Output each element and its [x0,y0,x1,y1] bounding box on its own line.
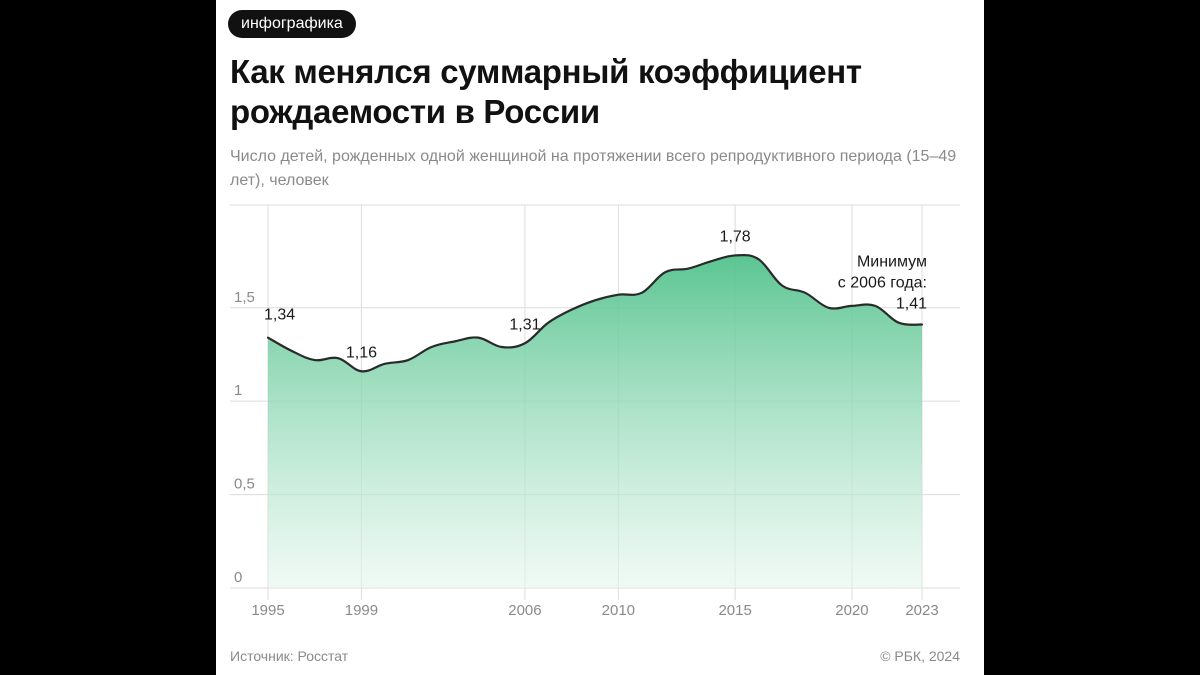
series-line [266,253,924,373]
source-label: Источник: Росстат [230,648,349,664]
data-label: 1,41 [896,296,927,313]
y-tick-label: 1 [234,382,242,399]
x-tick-label: 2015 [718,602,751,619]
area-series [266,253,924,588]
chart-title: Как менялся суммарный коэффициент рождае… [230,53,862,130]
x-tick-label: 1999 [345,602,378,619]
x-tick-label: 2020 [835,602,868,619]
area-fill [268,255,922,588]
y-tick-label: 1,5 [234,289,255,306]
data-label: Минимум [857,254,927,271]
axis-labels: 0 0,5 1 1,5 1995 1999 2006 2010 2015 2020 2023 [234,289,939,619]
data-label: 1,78 [720,228,751,245]
annotations: 1,34 1,16 1,31 1,78 Минимум с 2006 года: 1,41 [264,228,927,361]
chart-subtitle: Число детей, рожденных одной женщиной на… [230,148,957,189]
data-label: 1,16 [346,344,377,361]
copyright-label: © РБК, 2024 [880,648,960,664]
x-tick-label: 2023 [905,602,938,619]
y-tick-label: 0,5 [234,476,255,493]
y-tick-label: 0 [234,569,242,586]
x-tick-label: 2006 [508,602,541,619]
infographic-badge: инфографика [228,10,356,38]
infographic-card: инфографика Как менялся суммарный коэффи… [216,0,984,675]
fertility-rate-chart: 0 0,5 1 1,5 1995 1999 2006 2010 2015 2020 2023 1,3… [230,204,960,619]
data-label: 1,31 [509,316,540,333]
data-label: 1,34 [264,307,295,324]
x-tick-label: 1995 [251,602,284,619]
x-tick-label: 2010 [602,602,635,619]
data-label: с 2006 года: [838,275,927,292]
